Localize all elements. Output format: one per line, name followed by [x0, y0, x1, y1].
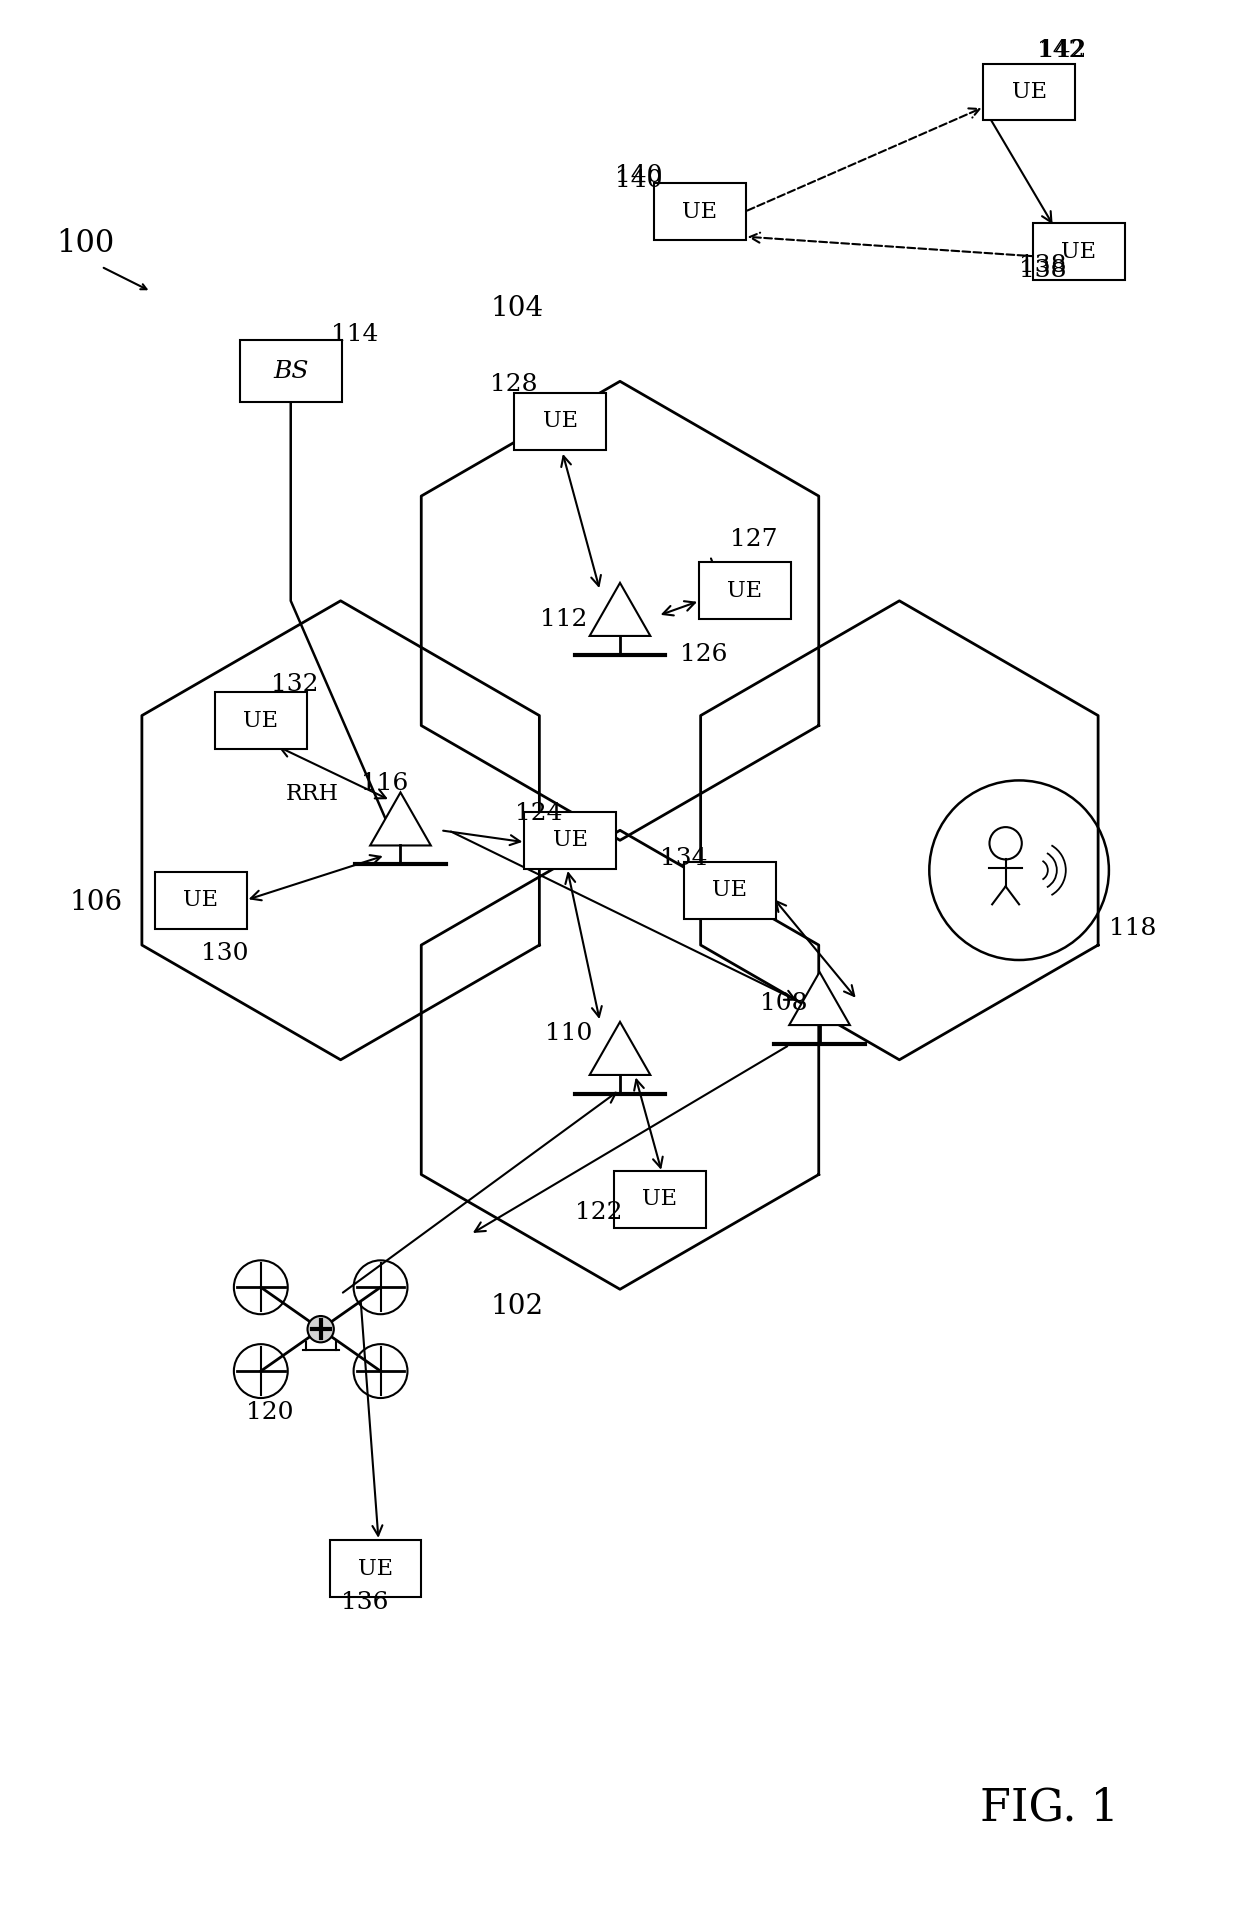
- Text: RRH: RRH: [285, 784, 339, 805]
- Text: 128: 128: [490, 372, 538, 396]
- Polygon shape: [789, 973, 849, 1025]
- Text: 122: 122: [575, 1202, 622, 1224]
- Text: 100: 100: [56, 228, 114, 259]
- Text: 116: 116: [361, 772, 408, 795]
- FancyBboxPatch shape: [653, 183, 745, 239]
- Text: 108: 108: [760, 992, 807, 1015]
- FancyBboxPatch shape: [525, 813, 616, 868]
- FancyBboxPatch shape: [515, 394, 606, 450]
- Text: 106: 106: [69, 890, 123, 917]
- Text: 134: 134: [660, 847, 707, 870]
- Polygon shape: [590, 1021, 650, 1075]
- Circle shape: [308, 1316, 334, 1343]
- Text: 127: 127: [730, 529, 777, 550]
- Text: FIG. 1: FIG. 1: [980, 1787, 1118, 1830]
- Text: UE: UE: [1012, 81, 1047, 102]
- Text: 120: 120: [246, 1401, 294, 1424]
- Text: 126: 126: [680, 643, 728, 666]
- Text: 102: 102: [490, 1293, 543, 1320]
- Text: 140: 140: [615, 164, 662, 187]
- Text: 118: 118: [1109, 917, 1156, 940]
- FancyBboxPatch shape: [683, 861, 776, 919]
- Text: 124: 124: [516, 803, 563, 826]
- FancyBboxPatch shape: [1033, 224, 1125, 280]
- Text: BS: BS: [273, 359, 309, 382]
- Text: UE: UE: [727, 579, 763, 602]
- Text: 104: 104: [490, 295, 543, 322]
- FancyBboxPatch shape: [614, 1172, 706, 1227]
- FancyBboxPatch shape: [983, 64, 1075, 120]
- Text: 132: 132: [270, 674, 319, 695]
- Text: 112: 112: [541, 608, 588, 631]
- Text: UE: UE: [682, 201, 717, 222]
- Text: 138: 138: [1019, 253, 1066, 276]
- FancyBboxPatch shape: [155, 872, 247, 928]
- Text: UE: UE: [543, 411, 578, 432]
- Text: UE: UE: [1061, 241, 1096, 262]
- Text: UE: UE: [243, 710, 278, 731]
- Text: 138: 138: [1019, 259, 1066, 282]
- Text: UE: UE: [184, 890, 218, 911]
- Text: UE: UE: [642, 1189, 677, 1210]
- FancyBboxPatch shape: [215, 693, 306, 749]
- Polygon shape: [590, 583, 650, 637]
- FancyBboxPatch shape: [239, 340, 342, 401]
- Text: 130: 130: [201, 942, 248, 965]
- Text: UE: UE: [712, 880, 748, 901]
- Polygon shape: [371, 793, 430, 845]
- Text: UE: UE: [553, 830, 588, 851]
- Text: 142: 142: [1039, 39, 1086, 62]
- Text: 140: 140: [615, 168, 662, 191]
- Text: UE: UE: [358, 1558, 393, 1579]
- FancyBboxPatch shape: [699, 562, 791, 620]
- FancyBboxPatch shape: [330, 1540, 422, 1598]
- Text: 114: 114: [331, 324, 378, 345]
- Text: 136: 136: [341, 1590, 388, 1613]
- Text: 110: 110: [546, 1021, 593, 1044]
- Text: 142: 142: [1037, 39, 1085, 62]
